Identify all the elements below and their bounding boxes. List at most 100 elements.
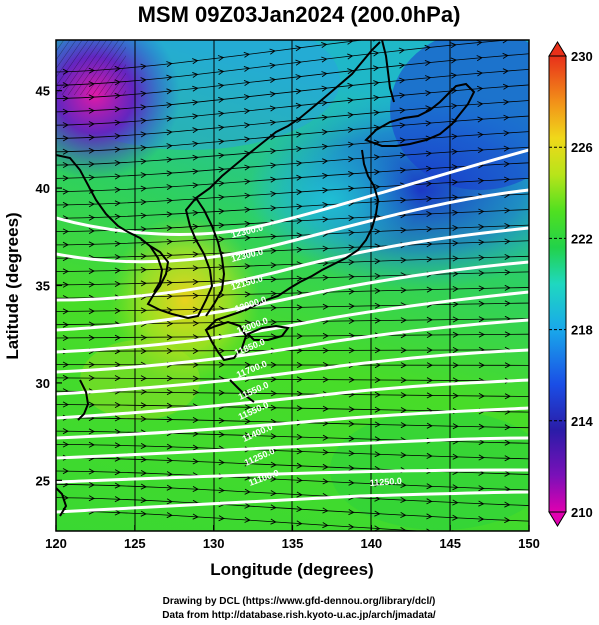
contour-line <box>56 468 529 484</box>
wind-arrowhead <box>114 65 121 72</box>
wind-arrowhead <box>296 362 303 368</box>
wind-arrowhead <box>374 272 381 279</box>
wind-arrowhead <box>269 119 277 126</box>
wind-arrowhead <box>192 182 199 189</box>
wind-arrowhead <box>218 417 225 424</box>
wind-arrowhead <box>166 334 173 341</box>
wind-arrowhead <box>478 285 485 292</box>
wind-arrowhead <box>244 136 251 143</box>
wind-arrowhead <box>374 258 381 265</box>
wind-arrowhead <box>476 40 483 46</box>
wind-arrowhead <box>372 50 380 57</box>
wind-arrowhead <box>322 376 329 383</box>
wind-arrowhead <box>452 362 459 369</box>
wind-arrowhead <box>476 55 483 62</box>
wind-arrowhead <box>477 116 484 123</box>
wind-arrowhead <box>478 423 485 430</box>
wind-arrowhead <box>88 214 95 221</box>
wind-arrowhead <box>478 516 485 522</box>
wind-arrowhead <box>192 251 199 258</box>
wind-arrowhead <box>88 441 95 448</box>
wind-arrowhead <box>322 507 329 514</box>
wind-arrowhead <box>166 211 173 218</box>
field-hatched-corner <box>56 40 126 95</box>
wind-arrowhead <box>400 497 407 504</box>
wind-arrowhead <box>218 236 225 243</box>
wind-arrowhead <box>192 347 199 354</box>
wind-arrowhead <box>450 27 455 32</box>
wind-arrowhead <box>321 100 328 107</box>
wind-arrowhead <box>140 185 147 192</box>
wind-arrowhead <box>166 443 173 450</box>
wind-arrowhead <box>244 418 251 425</box>
wind-arrowhead <box>503 176 511 183</box>
streamline <box>56 377 529 382</box>
wind-arrowhead <box>270 262 277 269</box>
wind-arrowhead <box>374 169 381 176</box>
wind-arrowhead <box>322 347 329 354</box>
wind-arrowhead <box>192 444 199 451</box>
wind-arrowhead <box>348 347 355 354</box>
wind-arrowhead <box>321 114 329 121</box>
wind-arrowhead <box>88 121 95 128</box>
wind-arrowhead <box>88 161 95 168</box>
wind-arrowhead <box>373 109 380 116</box>
wind-arrowhead <box>478 254 485 261</box>
wind-arrowhead <box>452 499 459 506</box>
wind-arrowhead <box>478 270 485 277</box>
wind-arrowhead <box>244 502 251 509</box>
wind-arrowhead <box>322 449 329 456</box>
wind-arrowhead <box>218 361 225 368</box>
wind-arrowhead <box>296 434 303 441</box>
field-cold-core <box>390 40 529 190</box>
wind-arrowhead <box>322 463 329 470</box>
streamline <box>56 178 529 206</box>
wind-arrowhead <box>114 79 121 86</box>
wind-arrowhead <box>426 316 433 323</box>
contour-line <box>56 226 529 302</box>
wind-arrowhead <box>296 160 303 167</box>
wind-arrowhead <box>166 512 173 519</box>
wind-arrowhead <box>244 291 251 298</box>
wind-arrowhead <box>218 152 225 159</box>
wind-arrowhead <box>270 376 277 383</box>
wind-arrowhead <box>88 201 95 208</box>
coastline-luzon <box>56 487 68 517</box>
wind-arrowhead <box>192 375 199 382</box>
wind-arrowhead <box>374 317 381 324</box>
wind-arrowhead <box>504 424 511 431</box>
wind-arrowhead <box>400 422 407 429</box>
wind-arrowhead <box>504 222 511 229</box>
wind-arrowhead <box>218 82 225 89</box>
streamline <box>56 318 529 326</box>
wind-arrowhead <box>140 280 147 287</box>
colorbar-tick-label: 210 <box>571 505 593 520</box>
streamline <box>56 470 529 491</box>
wind-arrowhead <box>322 522 329 529</box>
wind-arrowhead <box>166 266 173 272</box>
height-contours <box>56 148 529 514</box>
wind-arrowhead <box>62 95 69 102</box>
wind-arrowhead <box>140 131 147 138</box>
wind-arrowhead <box>451 133 458 140</box>
wind-arrowhead <box>114 415 121 422</box>
wind-arrowhead <box>244 516 251 523</box>
wind-arrowhead <box>218 487 225 494</box>
wind-arrowhead <box>452 514 459 521</box>
wind-arrowhead <box>140 63 147 70</box>
wind-arrowhead <box>348 406 355 413</box>
wind-arrowhead <box>62 428 69 435</box>
wind-arrowhead <box>296 189 303 196</box>
wind-arrowhead <box>166 293 173 300</box>
wind-arrowhead <box>269 91 277 98</box>
wind-arrowhead <box>88 174 95 181</box>
wind-arrowhead <box>347 40 354 45</box>
wind-arrowhead <box>373 80 380 87</box>
wind-arrowhead <box>400 197 407 204</box>
wind-arrowhead <box>192 168 199 175</box>
wind-arrowhead <box>62 122 69 129</box>
wind-arrowhead <box>62 135 69 142</box>
wind-arrowhead <box>140 266 147 273</box>
wind-arrowhead <box>244 460 251 467</box>
wind-arrowhead <box>62 241 69 248</box>
